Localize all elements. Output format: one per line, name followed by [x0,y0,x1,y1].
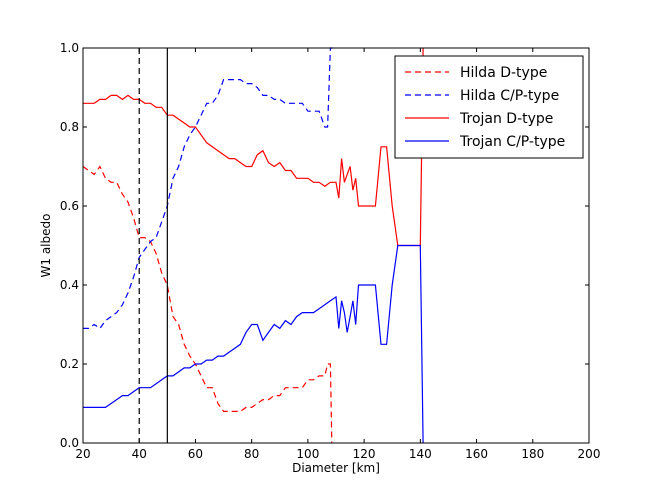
legend-label: Trojan C/P-type [459,134,565,150]
legend-label: Trojan D-type [459,111,553,127]
x-tick-label: 180 [521,447,544,461]
x-tick-label: 40 [132,447,147,461]
axis-ticks-layer: 20 40 60 80 100 120 140 160 180 200 0.0 0.2 0.4 0.6 0.… [60,41,601,461]
y-tick-label: 0.6 [60,199,79,213]
legend: Hilda D-type Hilda C/P-type Trojan D-type T… [394,55,584,159]
y-tick-label: 1.0 [60,41,79,55]
series-line-hilda-d-type [82,165,333,444]
x-tick-label: 100 [296,447,319,461]
x-tick-label: 60 [188,447,203,461]
series-line-trojan-c-p-type [83,244,424,444]
series-lines-layer [82,47,424,444]
x-axis-label: Diameter [km] [292,461,380,475]
series-line-trojan-d-type [83,47,424,247]
threshold-lines-layer [138,48,168,443]
x-tick-label: 20 [75,447,90,461]
x-tick-label: 120 [353,447,376,461]
legend-label: Hilda D-type [460,65,547,81]
x-tick-label: 80 [244,447,259,461]
legend-label: Hilda C/P-type [460,88,559,104]
y-axis-label: W1 albedo [39,214,53,278]
y-tick-label: 0.8 [60,120,79,134]
y-tick-label: 0.0 [60,436,79,450]
x-tick-label: 140 [409,447,432,461]
plot-frame [82,47,590,444]
y-tick-label: 0.2 [60,357,79,371]
x-tick-label: 160 [465,447,488,461]
series-line-hilda-c-p-type [83,47,334,330]
x-tick-label: 200 [578,447,601,461]
y-tick-label: 0.4 [60,278,79,292]
